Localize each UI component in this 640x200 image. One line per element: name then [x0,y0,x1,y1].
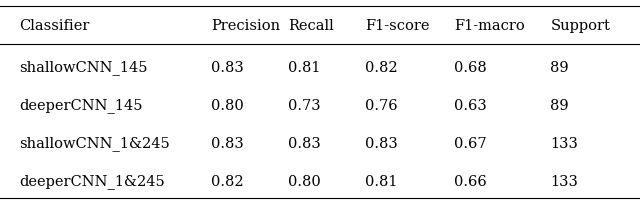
Text: 0.83: 0.83 [365,137,397,151]
Text: Classifier: Classifier [19,19,90,33]
Text: 89: 89 [550,99,569,113]
Text: Recall: Recall [288,19,333,33]
Text: 0.80: 0.80 [211,99,244,113]
Text: 0.82: 0.82 [365,61,397,75]
Text: 0.68: 0.68 [454,61,487,75]
Text: 0.82: 0.82 [211,175,244,189]
Text: deeperCNN_145: deeperCNN_145 [19,99,143,113]
Text: 0.67: 0.67 [454,137,487,151]
Text: deeperCNN_1&245: deeperCNN_1&245 [19,175,165,189]
Text: F1-macro: F1-macro [454,19,525,33]
Text: 0.81: 0.81 [365,175,397,189]
Text: 0.83: 0.83 [211,137,244,151]
Text: 0.81: 0.81 [288,61,321,75]
Text: 89: 89 [550,61,569,75]
Text: shallowCNN_145: shallowCNN_145 [19,61,148,75]
Text: 0.76: 0.76 [365,99,397,113]
Text: 133: 133 [550,175,579,189]
Text: 0.83: 0.83 [288,137,321,151]
Text: 0.63: 0.63 [454,99,487,113]
Text: 133: 133 [550,137,579,151]
Text: 0.66: 0.66 [454,175,487,189]
Text: Support: Support [550,19,611,33]
Text: Precision: Precision [211,19,280,33]
Text: shallowCNN_1&245: shallowCNN_1&245 [19,137,170,151]
Text: F1-score: F1-score [365,19,429,33]
Text: 0.83: 0.83 [211,61,244,75]
Text: 0.80: 0.80 [288,175,321,189]
Text: 0.73: 0.73 [288,99,321,113]
